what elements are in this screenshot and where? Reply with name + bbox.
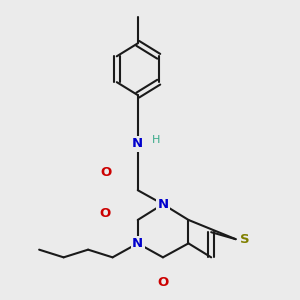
Text: S: S: [240, 233, 250, 246]
Text: O: O: [157, 276, 169, 290]
Text: O: O: [100, 207, 111, 220]
Text: N: N: [132, 237, 143, 250]
Text: N: N: [158, 198, 169, 211]
Text: O: O: [100, 166, 112, 179]
Text: N: N: [132, 137, 143, 150]
Text: H: H: [152, 135, 160, 145]
